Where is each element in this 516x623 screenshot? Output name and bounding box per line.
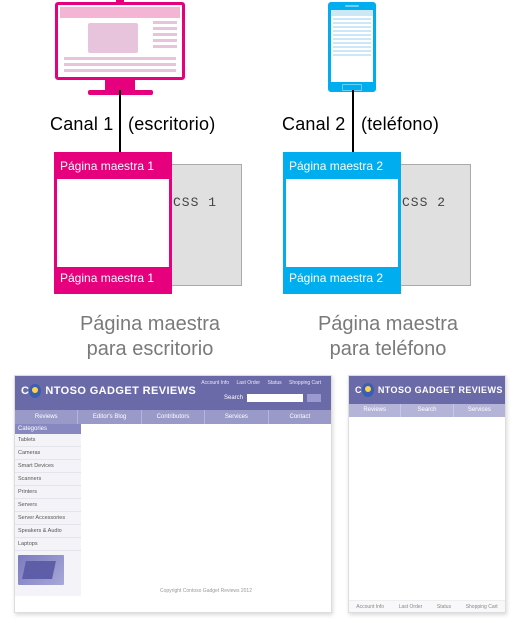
masterpage-group-2: CSS 2 Página maestra 2 Página maestra 2 (283, 152, 471, 297)
mfoot-item: Last Order (399, 604, 423, 610)
connector-line-2 (352, 90, 354, 158)
sidebar-item: Laptops (15, 538, 81, 551)
desktop-monitor-icon (55, 2, 185, 97)
toplink: Last Order (236, 380, 260, 386)
channel2-label-right: (teléfono) (361, 114, 439, 135)
subtitle-mobile: Página maestra para teléfono (283, 312, 493, 362)
mobile-preview-header: C NTOSO GADGET REVIEWS (349, 376, 505, 404)
nav-item: Contributors (142, 410, 205, 424)
mobile-nav: Reviews Search Services (349, 404, 505, 417)
masterpage1-top: Página maestra 1 (57, 155, 169, 179)
sidebar-item: Scanners (15, 473, 81, 486)
connector-line-1 (119, 90, 121, 158)
desktop-nav: Reviews Editor's Blog Contributors Servi… (15, 410, 331, 424)
diagram-canvas: Canal 1 (escritorio) Canal 2 (teléfono) … (0, 0, 516, 623)
nav-item: Services (454, 404, 505, 417)
phone-icon (328, 2, 376, 92)
subtitle1-line2: para escritorio (87, 338, 214, 360)
search-button (307, 394, 321, 402)
css-box-2: CSS 2 (399, 164, 471, 286)
mobile-footer: Account Info Last Order Status Shopping … (349, 600, 505, 612)
desktop-preview-header: C NTOSO GADGET REVIEWS Account Info Last… (15, 376, 331, 410)
search-label: Search (224, 395, 243, 401)
sidebar-header: Categories (15, 424, 81, 434)
desktop-brand-rest: NTOSO GADGET REVIEWS (45, 385, 196, 397)
channel1-label-left: Canal 1 (50, 114, 113, 135)
desktop-footer: Copyright Contoso Gadget Reviews 2012 (81, 588, 331, 594)
channel2-label-left: Canal 2 (282, 114, 345, 135)
subtitle2-line1: Página maestra (318, 313, 458, 335)
mobile-brand-prefix: C (355, 385, 362, 395)
mfoot-item: Account Info (356, 604, 384, 610)
subtitle1-line1: Página maestra (80, 313, 220, 335)
css-box-1: CSS 1 (170, 164, 242, 286)
mfoot-item: Status (437, 604, 451, 610)
sidebar-item: Smart Devices (15, 460, 81, 473)
toplink: Account Info (201, 380, 229, 386)
ribbon-icon (29, 384, 41, 398)
subtitle-desktop: Página maestra para escritorio (45, 312, 255, 362)
mobile-brand-rest: NTOSO GADGET REVIEWS (378, 385, 503, 395)
sidebar-thumbnail (18, 555, 64, 585)
sidebar-item: Server Accessories (15, 512, 81, 525)
css-label-2: CSS 2 (402, 195, 446, 210)
css-label-1: CSS 1 (173, 195, 217, 210)
masterpage2-top: Página maestra 2 (286, 155, 398, 179)
sidebar-item: Cameras (15, 447, 81, 460)
toplink: Shopping Cart (289, 380, 321, 386)
subtitle2-line2: para teléfono (330, 338, 447, 360)
ribbon-icon (362, 383, 374, 397)
sidebar-item: Printers (15, 486, 81, 499)
nav-item: Search (401, 404, 453, 417)
nav-item: Reviews (15, 410, 78, 424)
desktop-brand: C NTOSO GADGET REVIEWS (21, 384, 196, 398)
sidebar-item: Servers (15, 499, 81, 512)
masterpage-box-1: Página maestra 1 Página maestra 1 (54, 152, 172, 294)
nav-item: Contact (269, 410, 331, 424)
desktop-preview: C NTOSO GADGET REVIEWS Account Info Last… (14, 375, 332, 613)
toplink: Status (267, 380, 281, 386)
nav-item: Editor's Blog (78, 410, 141, 424)
channel1-label-right: (escritorio) (128, 114, 215, 135)
nav-item: Reviews (349, 404, 401, 417)
nav-item: Services (205, 410, 268, 424)
mobile-brand: C NTOSO GADGET REVIEWS (355, 383, 503, 397)
sidebar-item: Speakers & Audio (15, 525, 81, 538)
desktop-toplinks: Account Info Last Order Status Shopping … (195, 380, 321, 386)
desktop-main: Copyright Contoso Gadget Reviews 2012 (81, 424, 331, 596)
masterpage-group-1: CSS 1 Página maestra 1 Página maestra 1 (54, 152, 242, 297)
masterpage1-bottom: Página maestra 1 (57, 267, 169, 291)
desktop-sidebar: Categories Tablets Cameras Smart Devices… (15, 424, 81, 596)
desktop-search-row: Search (224, 394, 321, 402)
mfoot-item: Shopping Cart (466, 604, 498, 610)
mobile-body (349, 417, 505, 600)
masterpage2-bottom: Página maestra 2 (286, 267, 398, 291)
search-input (247, 394, 303, 402)
desktop-brand-prefix: C (21, 385, 29, 397)
masterpage-box-2: Página maestra 2 Página maestra 2 (283, 152, 401, 294)
mobile-preview: C NTOSO GADGET REVIEWS Reviews Search Se… (348, 375, 506, 613)
sidebar-item: Tablets (15, 434, 81, 447)
